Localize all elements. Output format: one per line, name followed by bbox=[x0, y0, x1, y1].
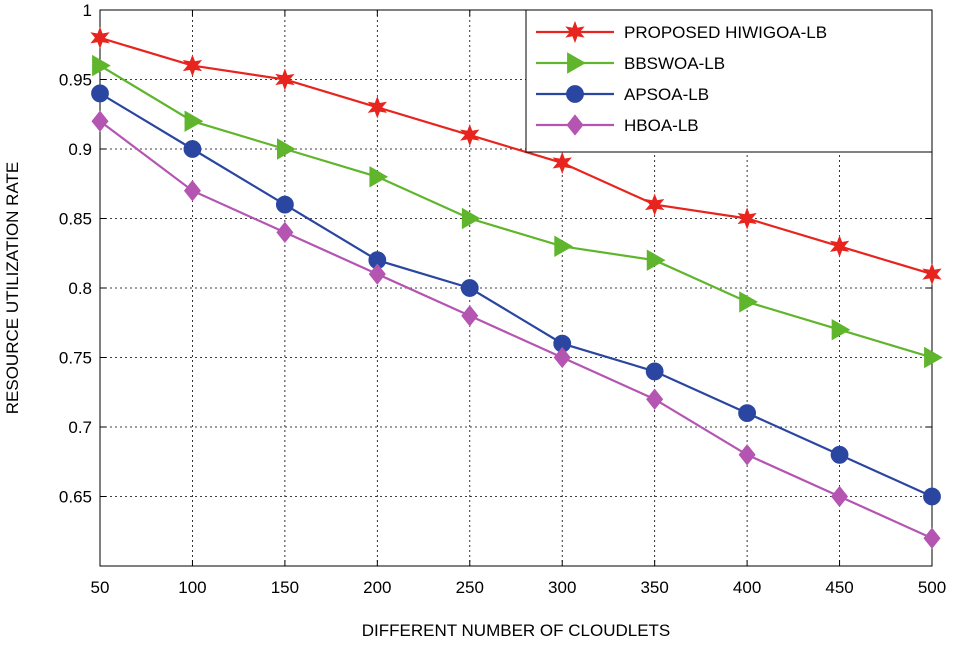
data-point bbox=[369, 166, 389, 188]
data-point bbox=[183, 140, 202, 158]
data-point bbox=[182, 54, 203, 77]
data-point bbox=[739, 291, 758, 313]
data-point bbox=[367, 96, 387, 119]
data-point bbox=[460, 279, 479, 297]
data-point bbox=[738, 404, 757, 423]
data-point bbox=[645, 193, 665, 216]
series-line bbox=[99, 92, 933, 498]
data-point bbox=[829, 235, 850, 258]
legend-item: PROPOSED HIWIGOA-LB bbox=[536, 20, 827, 44]
y-tick-label: 0.95 bbox=[59, 71, 92, 90]
data-point bbox=[553, 346, 571, 369]
data-point bbox=[923, 487, 941, 506]
legend-label: APSOA-LB bbox=[624, 85, 709, 104]
data-point bbox=[645, 362, 664, 381]
x-axis-label: DIFFERENT NUMBER OF CLOUDLETS bbox=[362, 621, 671, 640]
data-point bbox=[183, 180, 201, 202]
series-layer bbox=[90, 26, 943, 549]
data-point bbox=[368, 263, 386, 285]
legend-marker bbox=[566, 85, 584, 103]
data-point bbox=[737, 207, 757, 230]
data-point bbox=[91, 110, 109, 132]
data-point bbox=[646, 249, 666, 271]
y-axis-label: RESOURCE UTILIZATION RATE bbox=[3, 162, 22, 415]
data-point bbox=[646, 388, 664, 410]
data-point bbox=[276, 221, 294, 244]
data-point bbox=[831, 319, 851, 341]
data-point bbox=[461, 305, 479, 327]
series-line bbox=[99, 64, 933, 359]
legend-label: PROPOSED HIWIGOA-LB bbox=[624, 23, 827, 42]
data-point bbox=[461, 207, 481, 230]
y-tick-label: 0.85 bbox=[59, 210, 92, 229]
y-tick-label: 1 bbox=[83, 1, 92, 20]
data-point bbox=[275, 195, 294, 214]
data-point bbox=[552, 151, 572, 175]
x-tick-label: 100 bbox=[178, 578, 206, 597]
x-tick-label: 400 bbox=[733, 578, 761, 597]
x-tick-label: 500 bbox=[918, 578, 946, 597]
data-point bbox=[830, 445, 849, 464]
legend-box bbox=[525, 9, 933, 153]
data-point bbox=[460, 123, 480, 147]
data-point bbox=[738, 444, 756, 466]
series-line bbox=[99, 36, 933, 276]
data-point bbox=[923, 527, 941, 549]
y-tick-label: 0.8 bbox=[68, 279, 92, 298]
series-bbswoa-lb bbox=[92, 54, 943, 369]
series-apsoa-lb bbox=[91, 84, 941, 506]
data-point bbox=[831, 485, 849, 508]
data-point bbox=[90, 26, 110, 49]
x-tick-label: 300 bbox=[548, 578, 576, 597]
legend-item: BBSWOA-LB bbox=[536, 52, 725, 74]
data-point bbox=[184, 110, 204, 132]
series-hboa-lb bbox=[91, 110, 941, 549]
legend-marker bbox=[566, 114, 584, 136]
data-point bbox=[92, 54, 111, 77]
axis-ticks: 50 100 150 200 250 300 350 400 450 500 0.65 0.7 0.75… bbox=[59, 1, 946, 597]
series-line bbox=[99, 120, 933, 540]
x-tick-label: 150 bbox=[271, 578, 299, 597]
legend-label: BBSWOA-LB bbox=[624, 54, 725, 73]
legend-item: APSOA-LB bbox=[536, 85, 709, 104]
legend: PROPOSED HIWIGOA-LB BBSWOA-LB APSOA-LB HBOA… bbox=[525, 9, 933, 153]
legend-marker bbox=[567, 52, 586, 74]
x-tick-label: 200 bbox=[363, 578, 391, 597]
data-point bbox=[554, 235, 574, 257]
x-tick-label: 250 bbox=[456, 578, 484, 597]
series-proposed-hiwigoa-lb bbox=[90, 26, 942, 286]
legend-marker bbox=[565, 20, 585, 44]
y-tick-label: 0.75 bbox=[59, 349, 92, 368]
data-point bbox=[275, 68, 295, 91]
y-tick-label: 0.9 bbox=[68, 140, 92, 159]
x-tick-label: 350 bbox=[640, 578, 668, 597]
data-point bbox=[922, 262, 942, 286]
x-tick-label: 450 bbox=[825, 578, 853, 597]
data-point bbox=[276, 138, 296, 160]
data-point bbox=[924, 346, 943, 369]
y-tick-label: 0.65 bbox=[59, 488, 92, 507]
data-point bbox=[91, 84, 109, 103]
x-tick-label: 50 bbox=[91, 578, 110, 597]
legend-item: HBOA-LB bbox=[536, 114, 699, 136]
legend-label: HBOA-LB bbox=[624, 116, 699, 135]
y-tick-label: 0.7 bbox=[68, 418, 92, 437]
